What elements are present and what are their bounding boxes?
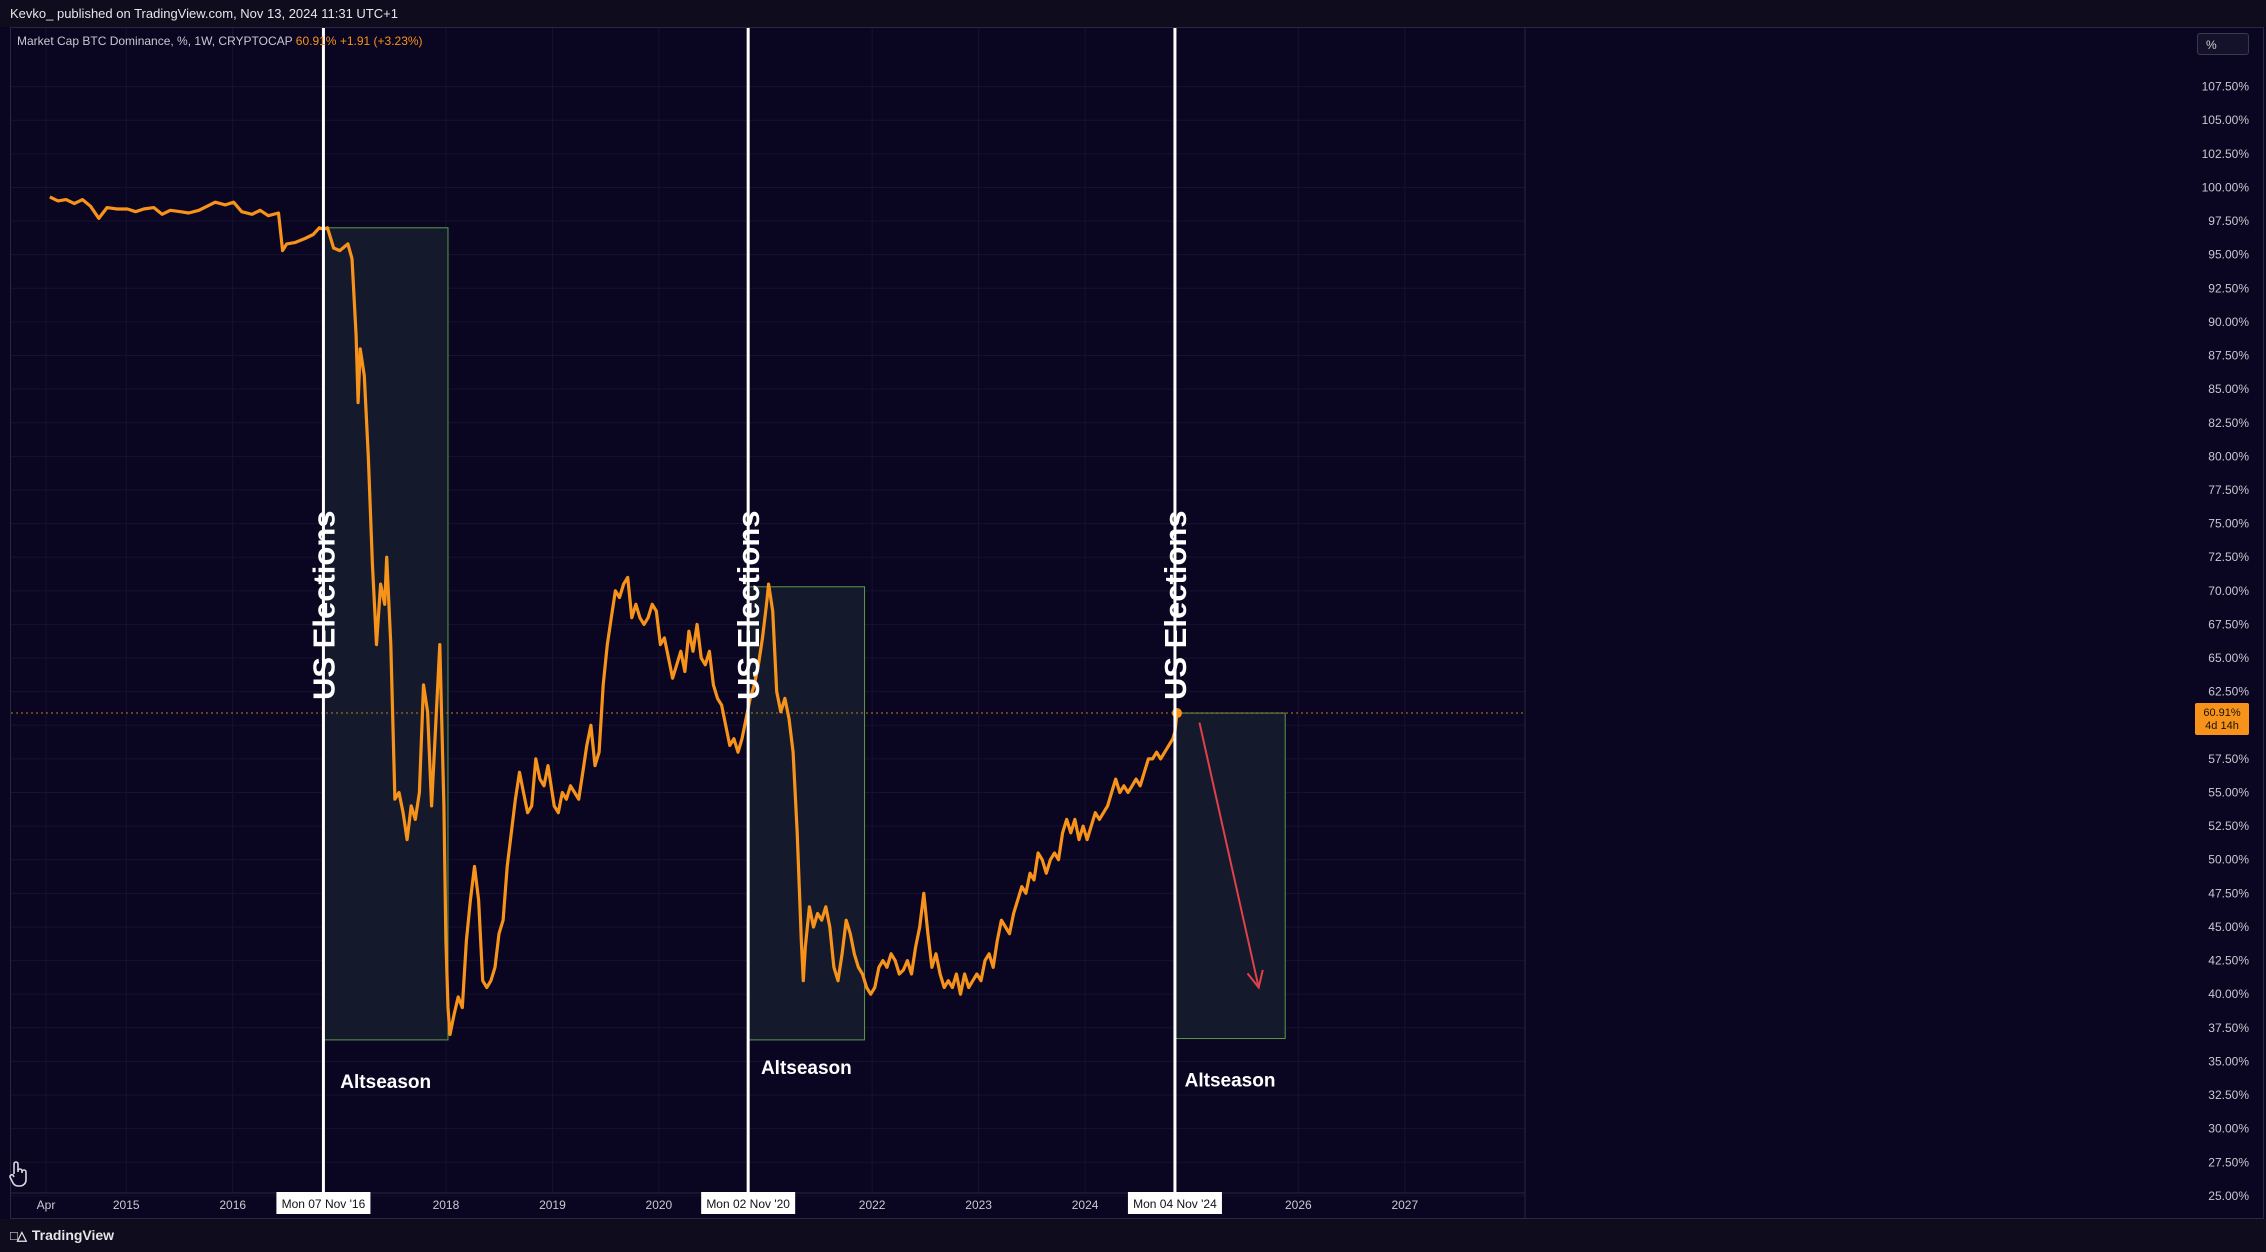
date-marker-label: Mon 02 Nov '20 <box>706 1197 790 1211</box>
y-tick-label: 77.50% <box>2208 483 2249 497</box>
down-arrow-shaft <box>1198 722 1260 988</box>
y-tick-label: 40.00% <box>2208 987 2249 1001</box>
y-tick-label: 30.00% <box>2208 1122 2249 1136</box>
y-tick-label: 67.50% <box>2208 617 2249 631</box>
altseason-box <box>322 227 449 1041</box>
election-marker-text: US Elections <box>1158 511 1193 701</box>
y-tick-label: 27.50% <box>2208 1155 2249 1169</box>
election-marker-text: US Elections <box>731 511 766 701</box>
x-tick-label: 2023 <box>965 1198 992 1212</box>
x-tick-label: 2016 <box>219 1198 246 1212</box>
x-tick-label: 2022 <box>859 1198 886 1212</box>
y-tick-label: 25.00% <box>2208 1189 2249 1203</box>
y-tick-label: 57.50% <box>2208 752 2249 766</box>
x-tick-label: 2027 <box>1391 1198 1418 1212</box>
y-tick-label: 37.50% <box>2208 1021 2249 1035</box>
y-tick-label: 107.50% <box>2202 80 2250 94</box>
y-tick-label: 105.00% <box>2202 113 2250 127</box>
y-tick-label: 50.00% <box>2208 853 2249 867</box>
x-tick-label: Apr <box>37 1198 56 1212</box>
date-marker-badge <box>1127 1192 1222 1214</box>
symbol-text: Market Cap BTC Dominance, %, 1W, CRYPTOC… <box>17 34 293 48</box>
y-tick-label: 72.50% <box>2208 550 2249 564</box>
y-tick-label: 102.50% <box>2202 147 2250 161</box>
x-tick-label: 2020 <box>646 1198 673 1212</box>
x-tick-label: 2024 <box>1072 1198 1099 1212</box>
y-tick-label: 95.00% <box>2208 248 2249 262</box>
y-tick-label: 52.50% <box>2208 819 2249 833</box>
published-header: Kevko_ published on TradingView.com, Nov… <box>0 0 2266 27</box>
altseason-box <box>1174 712 1286 1040</box>
x-tick-label: 2019 <box>539 1198 566 1212</box>
y-tick-label: 65.00% <box>2208 651 2249 665</box>
symbol-value: 60.91% <box>295 34 337 48</box>
y-tick-label: 35.00% <box>2208 1054 2249 1068</box>
x-tick-label: 2018 <box>433 1198 460 1212</box>
brand-text: TradingView <box>31 1227 115 1243</box>
symbol-legend[interactable]: Market Cap BTC Dominance, %, 1W, CRYPTOC… <box>17 34 423 48</box>
altseason-label: Altseason <box>1185 1071 1276 1092</box>
date-marker-badge <box>701 1192 796 1214</box>
btc-dominance-line[interactable] <box>49 195 1179 1037</box>
y-tick-label: 42.50% <box>2208 954 2249 968</box>
y-tick-label: 82.50% <box>2208 416 2249 430</box>
y-tick-label: 80.00% <box>2208 449 2249 463</box>
altseason-box <box>747 586 866 1041</box>
y-tick-label: 100.00% <box>2202 180 2250 194</box>
y-tick-label: 97.50% <box>2208 214 2249 228</box>
date-marker-badge <box>276 1192 371 1214</box>
percent-scale-button[interactable]: % <box>2197 33 2249 55</box>
y-tick-label: 62.50% <box>2208 685 2249 699</box>
tradingview-logo-icon: □△ <box>10 1228 27 1243</box>
x-tick-label: 2026 <box>1285 1198 1312 1212</box>
y-tick-label: 90.00% <box>2208 315 2249 329</box>
current-price-badge <box>2195 703 2249 736</box>
footer-bar: □△ TradingView <box>0 1219 2266 1252</box>
date-marker-label: Mon 04 Nov '24 <box>1133 1197 1217 1211</box>
y-tick-label: 47.50% <box>2208 886 2249 900</box>
y-tick-label: 92.50% <box>2208 281 2249 295</box>
bar-countdown: 4d 14h <box>2205 720 2239 732</box>
y-tick-label: 45.00% <box>2208 920 2249 934</box>
election-marker-text: US Elections <box>306 511 341 701</box>
y-tick-label: 70.00% <box>2208 584 2249 598</box>
y-tick-label: 75.00% <box>2208 517 2249 531</box>
chart-frame[interactable]: Altseason Altseason Altseason US Elections U… <box>10 27 2264 1219</box>
y-tick-label: 32.50% <box>2208 1088 2249 1102</box>
y-tick-label: 85.00% <box>2208 382 2249 396</box>
y-tick-label: 87.50% <box>2208 349 2249 363</box>
y-tick-label: 55.00% <box>2208 786 2249 800</box>
hand-pointer-icon[interactable] <box>8 1160 30 1188</box>
down-arrow-head <box>1246 969 1264 990</box>
chart-canvas[interactable]: Altseason Altseason Altseason US Elections U… <box>11 28 2263 1218</box>
symbol-change: +1.91 (+3.23%) <box>339 34 423 48</box>
altseason-label: Altseason <box>340 1072 431 1093</box>
altseason-label: Altseason <box>761 1058 852 1079</box>
date-marker-label: Mon 07 Nov '16 <box>282 1197 366 1211</box>
current-price-value: 60.91% <box>2203 707 2241 719</box>
price-axis-bg <box>1525 28 2263 1218</box>
x-tick-label: 2015 <box>113 1198 140 1212</box>
tradingview-brand[interactable]: □△ TradingView <box>10 1219 114 1252</box>
